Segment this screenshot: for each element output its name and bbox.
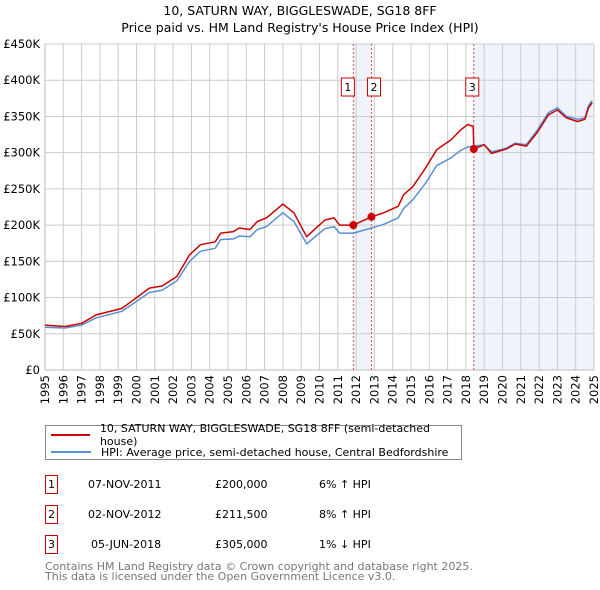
- legend-swatch-blue: [51, 451, 91, 453]
- sale-marker-label: 2: [370, 81, 377, 94]
- sale-marker-box: [340, 77, 355, 97]
- x-tick-label: 1999: [111, 375, 125, 404]
- footer-licence: This data is licensed under the Open Gov…: [45, 570, 396, 583]
- x-tick-label: 2012: [349, 375, 363, 404]
- x-tick-label: 2017: [441, 375, 455, 404]
- legend-item-property: 10, SATURN WAY, BIGGLESWADE, SG18 8FF (s…: [51, 422, 461, 448]
- y-tick-label: £0: [25, 363, 40, 377]
- x-tick-label: 1997: [75, 375, 89, 404]
- y-tick-label: £400K: [3, 73, 40, 87]
- sale-row: 3 05-JUN-2018 £305,000 1% ↓ HPI: [45, 535, 465, 555]
- hpi-line: [44, 100, 593, 329]
- x-tick-label: 2001: [148, 375, 162, 404]
- sale-date: 05-JUN-2018: [91, 538, 162, 551]
- x-tick-label: 2019: [477, 375, 491, 404]
- legend: 10, SATURN WAY, BIGGLESWADE, SG18 8FF (s…: [45, 422, 462, 460]
- chart-title: 10, SATURN WAY, BIGGLESWADE, SG18 8FF: [163, 3, 437, 18]
- sale-price: £305,000: [215, 538, 268, 551]
- legend-label: HPI: Average price, semi-detached house,…: [101, 445, 449, 459]
- legend-item-hpi: HPI: Average price, semi-detached house,…: [51, 444, 448, 460]
- x-tick-label: 2011: [331, 375, 345, 404]
- price-chart: 1995 1996 1997 1998 1999 2000 2001 2002 2003 2004…: [3, 37, 600, 404]
- sale-point: [349, 221, 358, 230]
- y-tick-label: £350K: [3, 109, 40, 123]
- sale-marker-label: 3: [469, 81, 476, 94]
- x-tick-label: 2015: [404, 375, 418, 404]
- sale-point: [469, 145, 478, 154]
- shaded-region: [353, 44, 372, 370]
- x-tick-label: 2000: [130, 375, 144, 404]
- sale-row: 1 07-NOV-2011 £200,000 6% ↑ HPI: [45, 475, 465, 495]
- y-tick-label: £300K: [3, 146, 40, 160]
- x-tick-label: 2018: [459, 375, 473, 404]
- x-tick-label: 2021: [514, 375, 528, 404]
- sale-hpi: 1% ↓ HPI: [319, 538, 371, 551]
- x-tick-label: 2010: [313, 375, 327, 404]
- sale-price: £200,000: [215, 478, 268, 491]
- x-tick-label: 2004: [203, 375, 217, 404]
- x-tick-label: 2014: [386, 375, 400, 404]
- x-tick-label: 2025: [587, 375, 600, 404]
- sale-marker-box: [465, 77, 480, 97]
- sale-marker-box: [366, 77, 381, 97]
- x-tick-label: 2006: [239, 375, 253, 404]
- y-tick-label: £250K: [3, 182, 40, 196]
- sale-hpi: 6% ↑ HPI: [319, 478, 371, 491]
- sale-price: £211,500: [215, 508, 268, 521]
- x-tick-label: 2024: [569, 375, 583, 404]
- chart-subtitle: Price paid vs. HM Land Registry's House …: [121, 20, 479, 35]
- legend-swatch-red: [51, 434, 90, 436]
- x-tick-label: 2023: [550, 375, 564, 404]
- x-tick-label: 1998: [93, 375, 107, 404]
- sale-badge: 3: [45, 535, 58, 554]
- y-tick-label: £200K: [3, 218, 40, 232]
- legend-label: 10, SATURN WAY, BIGGLESWADE, SG18 8FF (s…: [99, 422, 430, 448]
- shaded-region: [473, 44, 594, 370]
- sale-badge: 2: [45, 505, 58, 524]
- x-tick-label: 2002: [166, 375, 180, 404]
- sale-hpi: 8% ↑ HPI: [319, 508, 371, 521]
- y-tick-label: £100K: [3, 291, 40, 305]
- x-tick-label: 2007: [258, 375, 272, 404]
- footer-copyright: Contains HM Land Registry data © Crown c…: [45, 560, 473, 573]
- x-tick-label: 2009: [294, 375, 308, 404]
- x-tick-label: 2013: [367, 375, 381, 404]
- x-tick-label: 1996: [56, 375, 70, 404]
- x-tick-label: 2008: [276, 375, 290, 404]
- sale-marker-label: 1: [344, 81, 351, 94]
- y-tick-label: £150K: [3, 254, 40, 268]
- x-tick-label: 2005: [221, 375, 235, 404]
- y-tick-label: £50K: [11, 327, 41, 341]
- sale-row: 2 02-NOV-2012 £211,500 8% ↑ HPI: [45, 505, 465, 525]
- x-tick-label: 2016: [422, 375, 436, 404]
- x-tick-label: 2020: [496, 375, 510, 404]
- x-tick-label: 2003: [184, 375, 198, 404]
- sale-badge: 1: [45, 475, 58, 494]
- sale-point: [367, 212, 376, 221]
- y-tick-label: £450K: [3, 37, 40, 51]
- x-tick-label: 1995: [38, 375, 52, 404]
- sale-date: 07-NOV-2011: [88, 478, 162, 491]
- sale-date: 02-NOV-2012: [88, 508, 162, 521]
- x-tick-label: 2022: [532, 375, 546, 404]
